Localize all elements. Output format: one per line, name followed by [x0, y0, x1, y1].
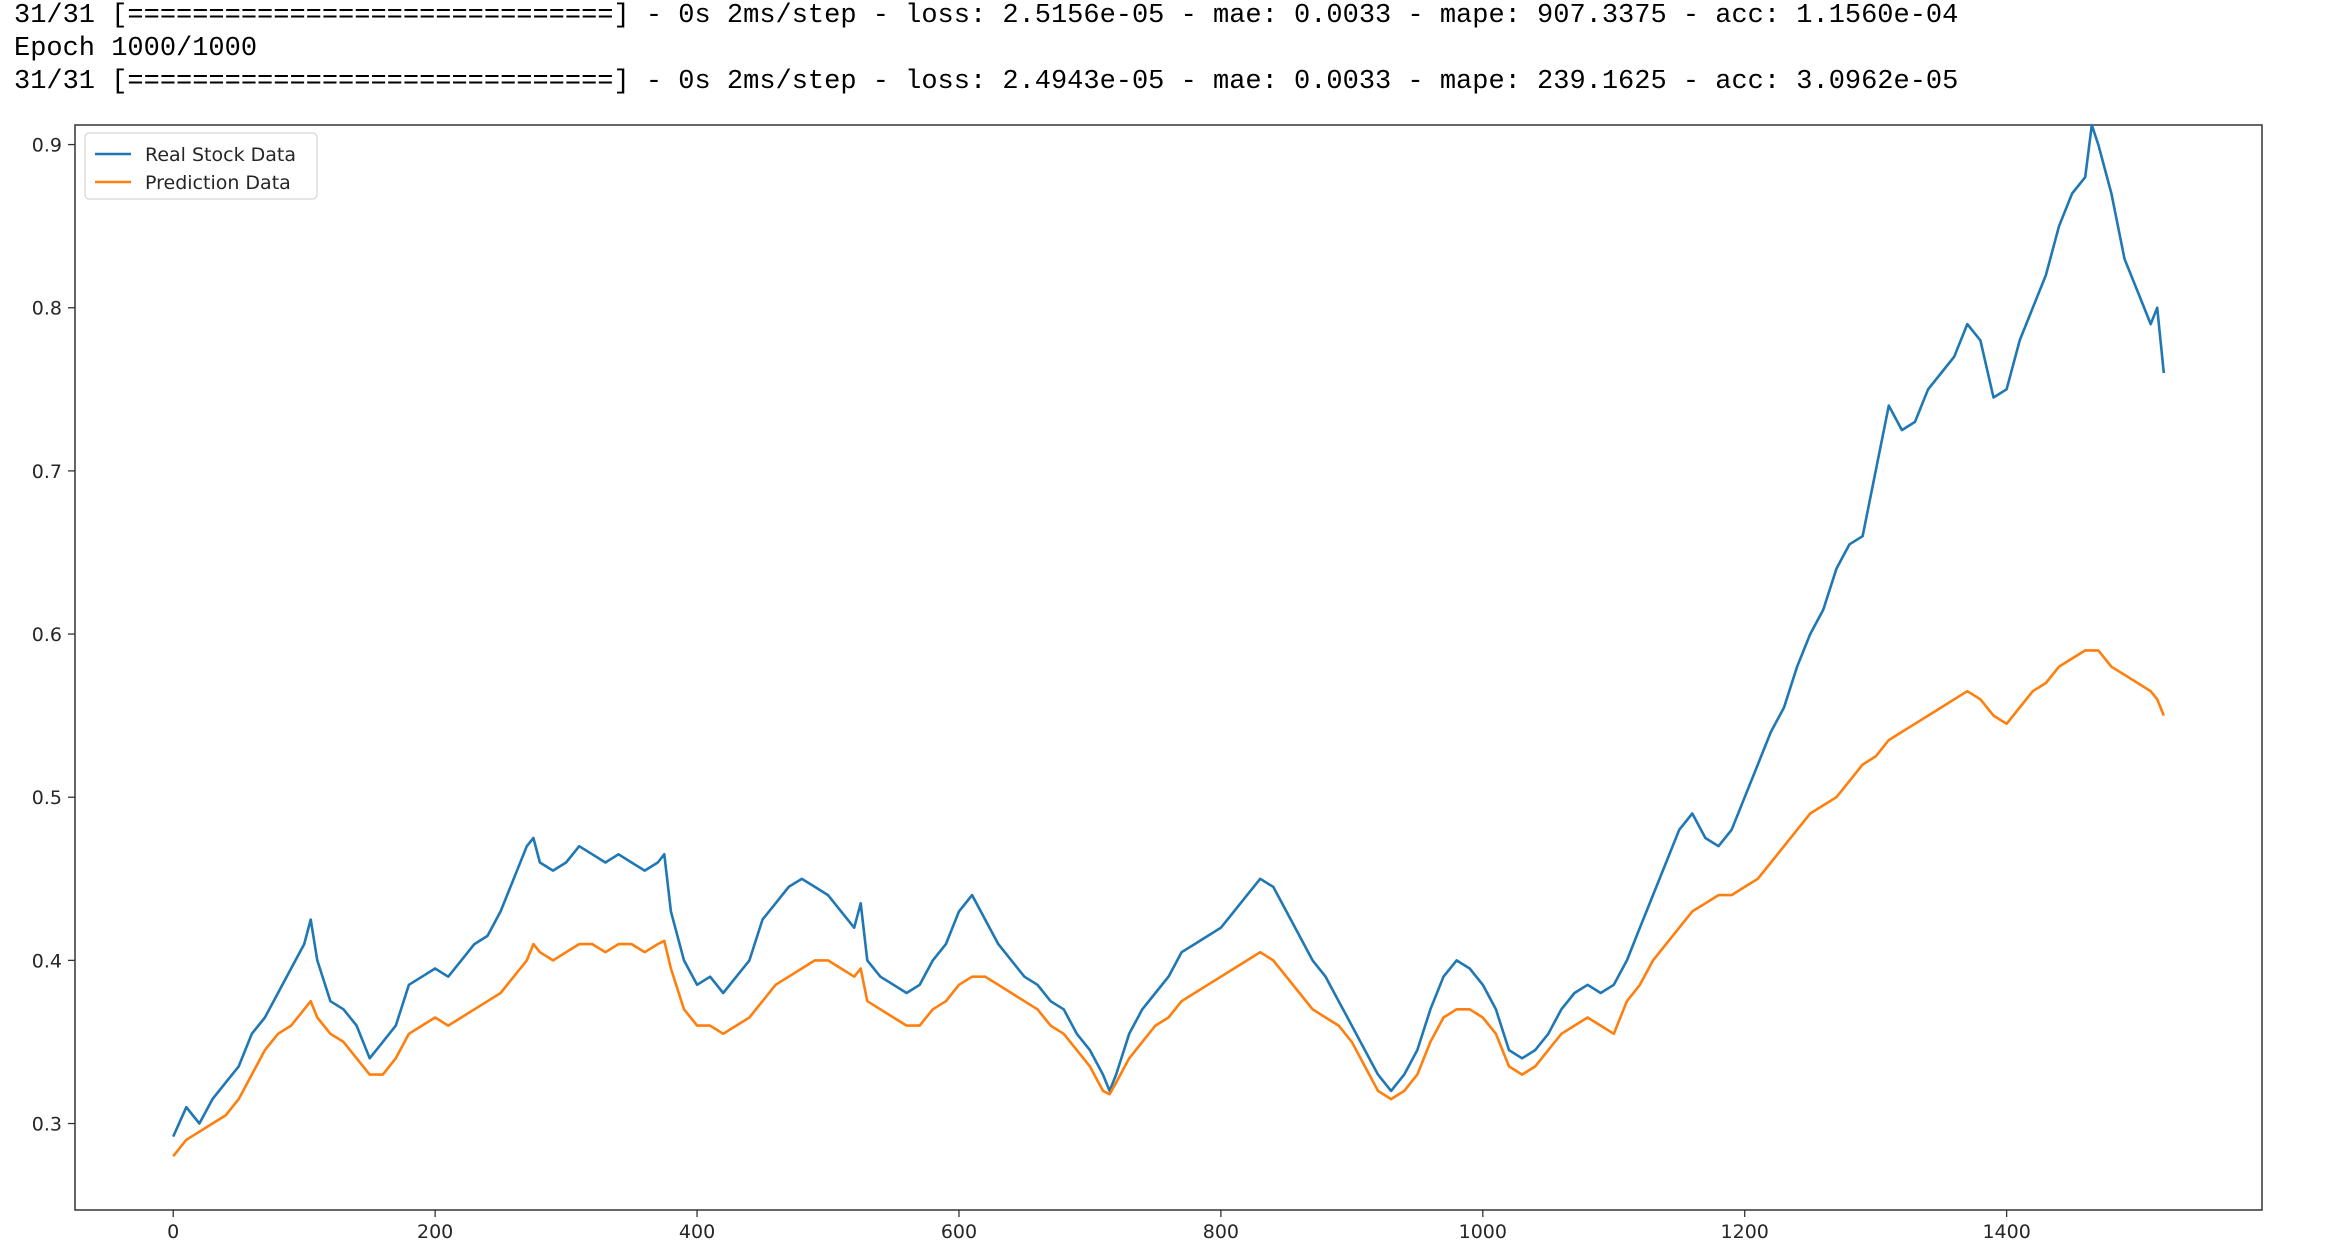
console-output: 31/31 [==============================] -… [14, 0, 2334, 99]
y-tick-label: 0.7 [32, 461, 62, 483]
x-tick-label: 800 [1203, 1221, 1239, 1243]
log-line: Epoch 1000/1000 [14, 34, 258, 64]
x-tick-label: 200 [417, 1221, 453, 1243]
y-tick-label: 0.9 [32, 135, 62, 157]
x-tick-label: 1200 [1721, 1221, 1769, 1243]
x-tick-label: 600 [941, 1221, 977, 1243]
legend-box [84, 132, 318, 200]
x-tick-label: 0 [167, 1221, 179, 1243]
chart-container: 0 200 400 600 800 1000 1200 1400 0.3 0.4 0.5 0.6 0.7… [0, 100, 2346, 1252]
series-line [172, 123, 2166, 1138]
y-tick-label: 0.6 [32, 624, 62, 646]
legend-label: Prediction Data [145, 172, 291, 194]
log-line: 31/31 [==============================] -… [14, 1, 1959, 31]
x-tick-label: 1000 [1459, 1221, 1507, 1243]
line-chart: 0 200 400 600 800 1000 1200 1400 0.3 0.4 0.5 0.6 0.7… [32, 123, 2263, 1243]
series-line [172, 649, 2166, 1158]
plot-frame [74, 124, 2263, 1211]
x-tick-label: 1400 [1982, 1221, 2030, 1243]
y-tick-label: 0.8 [32, 298, 62, 320]
y-tick-label: 0.5 [32, 787, 62, 809]
y-tick-label: 0.3 [32, 1114, 62, 1136]
x-tick-label: 400 [679, 1221, 715, 1243]
log-line: 31/31 [==============================] -… [14, 67, 1959, 97]
legend-label: Real Stock Data [145, 144, 296, 166]
y-tick-label: 0.4 [32, 950, 62, 972]
